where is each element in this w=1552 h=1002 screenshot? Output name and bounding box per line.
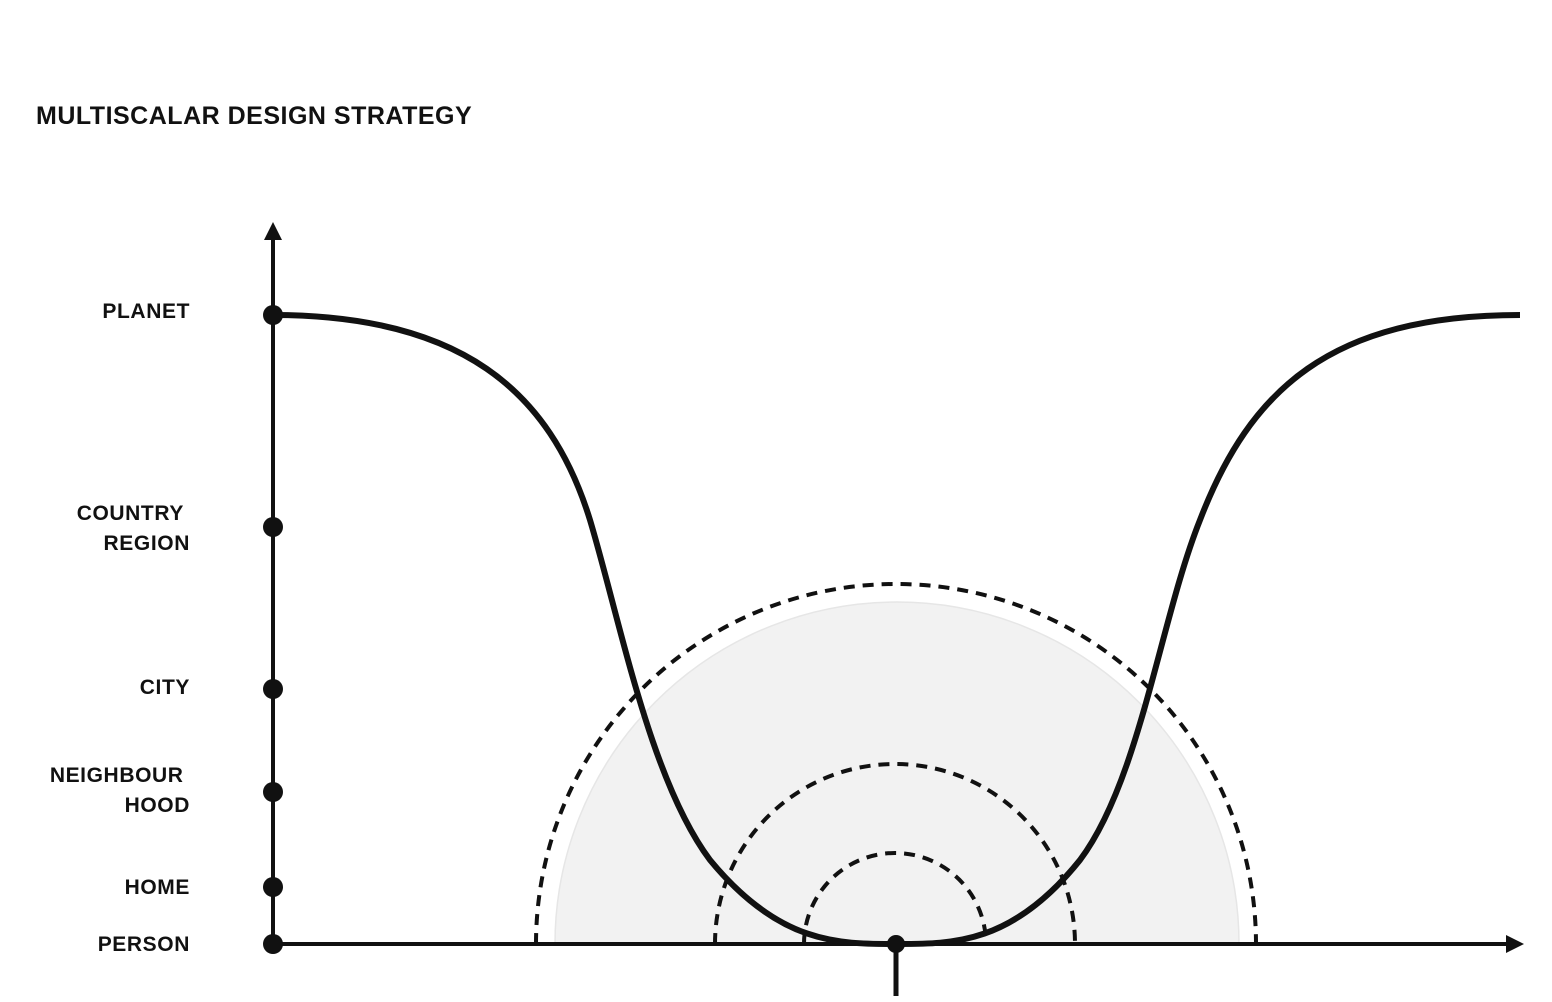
label-city: CITY bbox=[140, 676, 190, 699]
dot-country-region bbox=[263, 517, 283, 537]
origin-dot bbox=[887, 935, 905, 953]
label-country-region: COUNTRY REGION bbox=[77, 502, 190, 555]
influence-area bbox=[555, 602, 1239, 944]
label-home: HOME bbox=[125, 876, 190, 899]
dot-home bbox=[263, 877, 283, 897]
label-planet: PLANET bbox=[102, 300, 190, 323]
vertical-axis-arrow bbox=[264, 222, 282, 240]
dot-neighbourhood bbox=[263, 782, 283, 802]
dot-person bbox=[263, 934, 283, 954]
label-neighbourhood: NEIGHBOUR HOOD bbox=[50, 764, 190, 817]
horizontal-axis-arrow bbox=[1506, 935, 1524, 953]
label-person: PERSON bbox=[98, 933, 190, 956]
dot-planet bbox=[263, 305, 283, 325]
dot-city bbox=[263, 679, 283, 699]
